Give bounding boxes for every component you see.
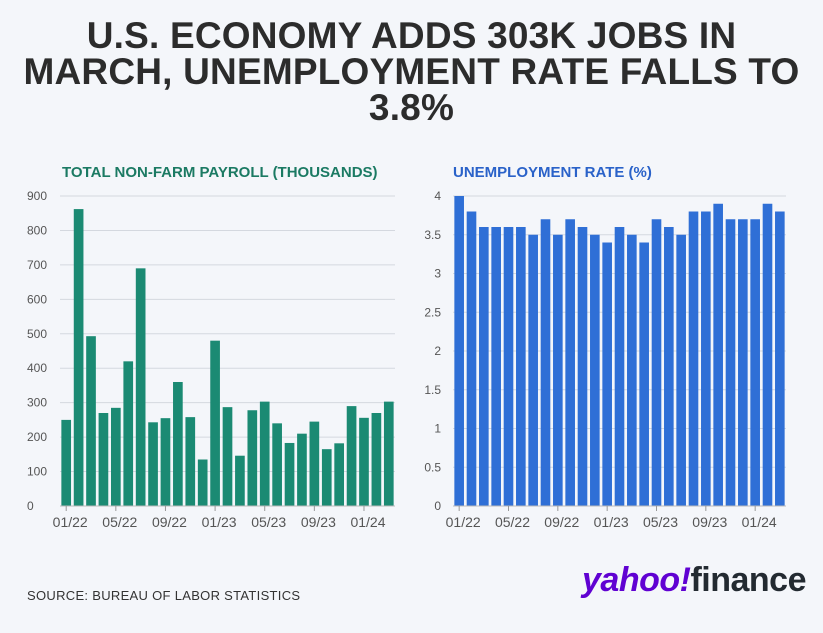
source-note: SOURCE: BUREAU OF LABOR STATISTICS bbox=[27, 588, 301, 603]
bar-08-23 bbox=[297, 433, 307, 506]
y-tick-label: 200 bbox=[27, 430, 47, 444]
bar-10-23 bbox=[713, 203, 723, 506]
headline-line-1: U.S. ECONOMY ADDS 303K JOBS IN bbox=[86, 15, 737, 56]
x-tick-label: 01/23 bbox=[202, 514, 237, 530]
bar-06-23 bbox=[664, 227, 674, 506]
unemployment-chart: 0 0.5 1 1.5 2 2.5 3 3.5 4 01/22 05/22 09/22 01/23 05/… bbox=[424, 189, 786, 530]
bar-09-23 bbox=[701, 211, 711, 506]
bar-04-23 bbox=[639, 242, 649, 506]
bar-06-23 bbox=[272, 423, 282, 506]
bar-02-23 bbox=[222, 407, 233, 506]
bar-07-22 bbox=[528, 234, 538, 506]
bar-11-22 bbox=[185, 417, 196, 506]
bar-08-22 bbox=[540, 219, 551, 506]
y-tick-label: 900 bbox=[27, 189, 47, 203]
bar-10-22 bbox=[173, 382, 183, 506]
logo-yahoo: yahoo! bbox=[582, 561, 691, 599]
x-tick-label: 01/24 bbox=[742, 514, 777, 530]
y-tick-label: 3 bbox=[434, 267, 441, 281]
bar-01-24 bbox=[750, 219, 760, 506]
bar-01-23 bbox=[602, 242, 612, 506]
bar-07-23 bbox=[676, 234, 686, 506]
x-tick-label: 01/23 bbox=[594, 514, 629, 530]
bar-08-22 bbox=[148, 422, 158, 506]
x-tick-label: 05/22 bbox=[495, 514, 530, 530]
bar-07-22 bbox=[135, 268, 146, 506]
y-tick-label: 500 bbox=[27, 327, 47, 341]
bar-06-22 bbox=[516, 227, 526, 506]
y-tick-label: 100 bbox=[27, 465, 47, 479]
y-tick-label: 800 bbox=[27, 223, 47, 237]
payroll-chart: 0 100 200 300 400 500 600 700 800 900 01/22 05/22 09… bbox=[27, 189, 395, 530]
y-tick-label: 1 bbox=[434, 422, 441, 436]
x-tick-label: 05/22 bbox=[102, 514, 137, 530]
y-tick-label: 400 bbox=[27, 361, 47, 375]
bar-11-22 bbox=[577, 227, 588, 506]
bar-01-22 bbox=[454, 196, 464, 506]
headline-line-2: MARCH, UNEMPLOYMENT RATE FALLS TO bbox=[23, 51, 800, 92]
y-tick-label: 2 bbox=[434, 344, 441, 358]
bar-02-22 bbox=[73, 209, 84, 506]
bar-11-23 bbox=[334, 443, 345, 506]
bar-03-24 bbox=[383, 401, 394, 506]
bar-01-22 bbox=[61, 419, 72, 506]
bar-09-23 bbox=[309, 421, 320, 506]
headline-line-3: 3.8% bbox=[368, 87, 455, 128]
bar-04-22 bbox=[491, 227, 501, 506]
bar-12-22 bbox=[197, 459, 208, 506]
x-tick-label: 09/23 bbox=[692, 514, 727, 530]
bar-09-22 bbox=[160, 418, 171, 506]
bar-03-22 bbox=[86, 336, 96, 506]
y-tick-label: 0.5 bbox=[424, 460, 441, 474]
bar-03-22 bbox=[479, 227, 489, 506]
x-tick-label: 09/22 bbox=[152, 514, 187, 530]
y-tick-label: 3.5 bbox=[424, 228, 441, 242]
y-tick-label: 2.5 bbox=[424, 305, 441, 319]
logo-finance: finance bbox=[690, 561, 806, 599]
y-tick-label: 0 bbox=[434, 499, 441, 513]
y-tick-label: 300 bbox=[27, 396, 47, 410]
unemployment-chart-title: UNEMPLOYMENT RATE (%) bbox=[453, 164, 652, 181]
headline: U.S. ECONOMY ADDS 303K JOBS IN MARCH, UN… bbox=[0, 15, 823, 128]
bar-05-23 bbox=[259, 401, 270, 506]
bar-01-24 bbox=[359, 417, 369, 506]
x-tick-label: 09/22 bbox=[544, 514, 579, 530]
bar-10-23 bbox=[321, 449, 332, 506]
bar-02-22 bbox=[466, 211, 477, 506]
bar-12-23 bbox=[738, 219, 748, 506]
bar-06-22 bbox=[123, 361, 134, 506]
bar-01-23 bbox=[210, 340, 220, 506]
x-tick-label: 01/22 bbox=[53, 514, 88, 530]
bar-07-23 bbox=[284, 442, 295, 506]
bar-02-23 bbox=[614, 227, 625, 506]
x-tick-label: 09/23 bbox=[301, 514, 336, 530]
y-tick-label: 0 bbox=[27, 499, 34, 513]
x-tick-label: 05/23 bbox=[643, 514, 678, 530]
bar-03-23 bbox=[235, 455, 245, 506]
y-tick-label: 1.5 bbox=[424, 383, 441, 397]
bar-05-22 bbox=[503, 227, 514, 506]
bar-10-22 bbox=[565, 219, 575, 506]
y-tick-label: 4 bbox=[434, 189, 441, 203]
bar-11-23 bbox=[725, 219, 736, 506]
bar-05-23 bbox=[651, 219, 662, 506]
x-tick-label: 05/23 bbox=[251, 514, 286, 530]
bar-04-22 bbox=[98, 413, 109, 506]
y-tick-label: 700 bbox=[27, 258, 47, 272]
bar-05-22 bbox=[110, 407, 121, 506]
x-tick-label: 01/24 bbox=[350, 514, 385, 530]
yahoo-finance-logo: yahoo!finance bbox=[582, 561, 806, 600]
x-tick-label: 01/22 bbox=[446, 514, 481, 530]
bar-04-23 bbox=[247, 410, 258, 506]
bar-09-22 bbox=[553, 234, 563, 506]
bar-08-23 bbox=[688, 211, 699, 506]
y-tick-label: 600 bbox=[27, 292, 47, 306]
payroll-chart-title: TOTAL NON-FARM PAYROLL (THOUSANDS) bbox=[62, 164, 378, 181]
bar-02-24 bbox=[762, 203, 773, 506]
bar-03-23 bbox=[627, 234, 637, 506]
bar-02-24 bbox=[371, 413, 382, 506]
bar-03-24 bbox=[775, 211, 785, 506]
bar-12-23 bbox=[346, 406, 357, 506]
bar-12-22 bbox=[590, 234, 600, 506]
